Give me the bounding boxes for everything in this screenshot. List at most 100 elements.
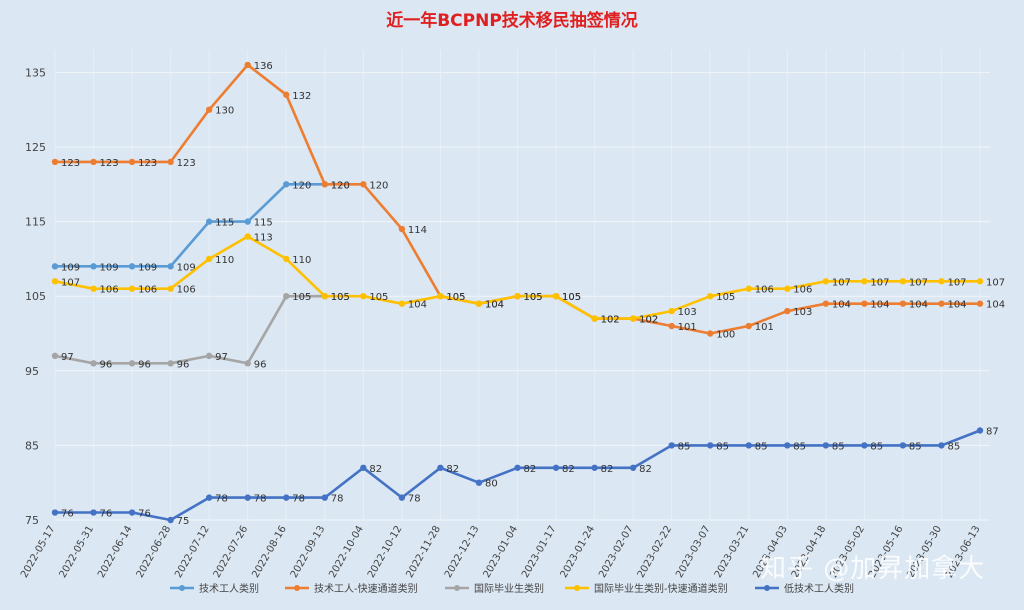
data-label: 103: [678, 307, 697, 318]
data-label: 105: [562, 292, 581, 303]
data-label: 104: [485, 300, 504, 311]
chart-title: 近一年BCPNP技术移民抽签情况: [386, 10, 638, 31]
data-point: [128, 285, 136, 292]
data-point: [321, 292, 328, 300]
data-label: 105: [446, 292, 465, 303]
data-label: 82: [601, 464, 614, 475]
data-label: 115: [215, 218, 234, 229]
x-tick-label: 2022-05-31: [58, 524, 97, 580]
data-label: 101: [678, 322, 697, 333]
y-tick-label: 75: [25, 514, 39, 527]
data-label: 130: [215, 106, 234, 117]
data-label: 82: [446, 464, 459, 475]
data-point: [475, 479, 483, 486]
data-label: 76: [61, 509, 74, 520]
data-point: [90, 509, 97, 516]
data-label: 123: [61, 158, 80, 169]
data-point: [976, 278, 984, 285]
x-tick-label: 2022-12-13: [443, 524, 482, 580]
data-label: 78: [292, 494, 305, 505]
legend-label: 低技术工人类别: [784, 582, 854, 595]
series-3: 107 106 106 106 110 113 110 105 105 104 105 104 105 1…: [51, 233, 1005, 326]
data-point: [51, 158, 59, 166]
data-label: 104: [986, 300, 1005, 311]
data-label: 115: [254, 218, 273, 229]
data-label: 105: [524, 292, 543, 303]
legend-marker: [764, 585, 770, 591]
data-point: [745, 285, 752, 292]
data-label: 105: [524, 292, 543, 303]
data-point: [861, 278, 868, 285]
y-tick-label: 85: [25, 439, 39, 452]
data-label: 76: [138, 509, 151, 520]
legend-label: 技术工人-快速通道类别: [314, 582, 418, 595]
data-label: 85: [832, 441, 845, 452]
data-point: [283, 494, 290, 501]
data-point: [128, 158, 136, 166]
x-tick-label: 2022-10-04: [327, 524, 366, 580]
data-label: 102: [639, 315, 658, 326]
data-point: [784, 307, 791, 315]
data-label: 82: [562, 464, 575, 475]
data-label: 114: [408, 225, 427, 236]
data-point: [976, 427, 984, 434]
y-tick-label: 105: [25, 290, 46, 303]
x-tick-label: 2023-03-07: [674, 524, 713, 580]
data-point: [244, 494, 251, 501]
data-label: 82: [524, 464, 537, 475]
y-tick-label: 125: [25, 141, 46, 154]
data-label: 109: [138, 262, 157, 273]
data-point: [899, 300, 907, 307]
data-point: [707, 442, 714, 449]
series-line: [55, 183, 325, 268]
data-label: 120: [331, 180, 350, 191]
data-point: [475, 300, 483, 307]
data-point: [167, 516, 174, 524]
data-label: 120: [331, 180, 350, 191]
legend-label: 国际毕业生类别-快速通道类别: [594, 582, 728, 595]
data-point: [591, 464, 598, 471]
data-point: [321, 494, 328, 501]
data-label: 87: [986, 426, 999, 437]
data-point: [861, 300, 868, 307]
legend-marker: [294, 585, 300, 591]
data-label: 85: [909, 441, 922, 452]
data-label: 78: [331, 494, 344, 505]
x-tick-label: 2023-01-24: [559, 524, 598, 580]
data-label: 132: [292, 91, 311, 102]
data-label: 100: [716, 329, 735, 340]
data-label: 78: [215, 494, 228, 505]
data-label: 85: [793, 441, 806, 452]
data-label: 120: [369, 180, 388, 191]
legend-marker: [179, 585, 185, 591]
data-point: [822, 442, 830, 449]
data-label: 105: [562, 292, 581, 303]
data-label: 105: [446, 292, 465, 303]
data-label: 102: [639, 315, 658, 326]
data-point: [784, 442, 791, 449]
data-label: 106: [138, 285, 157, 296]
x-tick-label: 2022-07-12: [173, 524, 212, 580]
data-label: 107: [61, 277, 80, 288]
data-label: 76: [100, 509, 113, 520]
watermark-text: 知乎 @加昇加拿大: [760, 554, 986, 584]
data-point: [51, 352, 59, 360]
data-label: 105: [292, 292, 311, 303]
data-label: 104: [947, 300, 966, 311]
data-label: 106: [177, 285, 196, 296]
data-point: [552, 292, 560, 300]
data-label: 96: [177, 359, 190, 370]
data-point: [668, 307, 675, 315]
data-label: 105: [369, 292, 388, 303]
x-tick-label: 2023-01-04: [482, 524, 521, 580]
legend-item: 技术工人-快速通道类别: [285, 582, 418, 595]
y-tick-label: 115: [25, 216, 46, 229]
data-label: 107: [986, 277, 1005, 288]
data-label: 97: [215, 352, 228, 363]
data-point: [167, 263, 174, 270]
data-label: 107: [947, 277, 966, 288]
data-label: 101: [755, 322, 774, 333]
data-point: [822, 278, 830, 285]
